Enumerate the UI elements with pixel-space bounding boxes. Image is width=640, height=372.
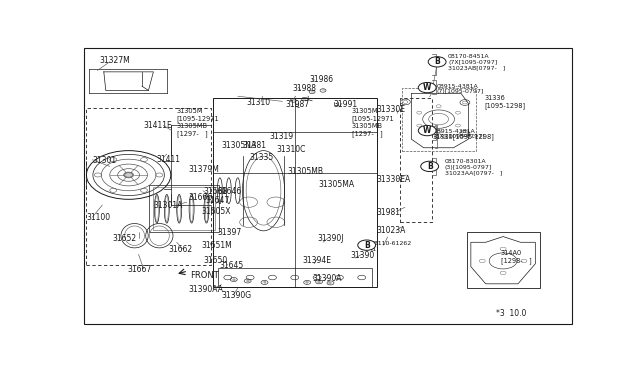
Text: 31305M
[1095-12971
31305MB
[1297-   ]: 31305M [1095-12971 31305MB [1297- ] — [177, 108, 220, 137]
Text: 31666: 31666 — [188, 193, 212, 202]
Text: 31647: 31647 — [205, 196, 229, 205]
Text: 31379M: 31379M — [188, 165, 219, 174]
Text: 31645: 31645 — [220, 261, 244, 270]
Text: 31987: 31987 — [286, 100, 310, 109]
Text: 31310C: 31310C — [276, 145, 305, 154]
Text: 31991: 31991 — [333, 100, 357, 109]
Text: *3  10.0: *3 10.0 — [495, 310, 526, 318]
Circle shape — [428, 57, 446, 67]
Bar — [400, 97, 432, 222]
Bar — [467, 232, 540, 288]
Text: 31986: 31986 — [309, 75, 333, 84]
Text: 31390: 31390 — [350, 251, 374, 260]
Text: 31646: 31646 — [218, 187, 242, 196]
Text: 31330EA: 31330EA — [376, 175, 411, 185]
Text: 31394E: 31394E — [302, 256, 332, 264]
Text: W: W — [423, 126, 431, 135]
Text: 314A0
[1298-   ]: 314A0 [1298- ] — [500, 250, 531, 264]
Circle shape — [420, 161, 438, 171]
Text: 31981: 31981 — [376, 208, 401, 217]
Text: 31667: 31667 — [127, 265, 152, 274]
Text: 31988: 31988 — [292, 84, 316, 93]
Text: 31650: 31650 — [203, 256, 227, 264]
Text: 31301A: 31301A — [154, 201, 183, 209]
Text: 31327M: 31327M — [100, 56, 131, 65]
Text: 31662: 31662 — [168, 245, 193, 254]
Bar — [150, 185, 219, 232]
Text: 31100: 31100 — [86, 214, 111, 222]
Text: 31411: 31411 — [157, 155, 181, 164]
Text: 31651M: 31651M — [202, 241, 232, 250]
Text: 31381: 31381 — [243, 141, 267, 150]
Text: 31330E: 31330E — [376, 105, 406, 113]
Text: 31652: 31652 — [112, 234, 136, 243]
Text: FRONT: FRONT — [190, 271, 219, 280]
Text: 31336
[1095-1298]: 31336 [1095-1298] — [484, 95, 525, 109]
Text: 31305MB: 31305MB — [287, 167, 323, 176]
Text: 31301: 31301 — [92, 156, 116, 165]
Text: B: B — [427, 162, 433, 171]
Text: 31668: 31668 — [203, 187, 227, 196]
Text: 31390J: 31390J — [317, 234, 344, 243]
Text: 31023A: 31023A — [376, 226, 406, 235]
Text: 31411E: 31411E — [143, 121, 172, 130]
Text: 08110-61262
(1): 08110-61262 (1) — [370, 241, 412, 252]
Text: B: B — [364, 241, 369, 250]
Bar — [218, 268, 372, 287]
Circle shape — [419, 125, 436, 136]
Text: 08170-8451A
(7X[1095-0797]
31023AB[0797-   ]: 08170-8451A (7X[1095-0797] 31023AB[0797-… — [448, 54, 506, 71]
Text: 31305MA: 31305MA — [318, 180, 354, 189]
Text: 31310: 31310 — [246, 98, 270, 107]
Circle shape — [125, 173, 132, 177]
Circle shape — [419, 83, 436, 93]
Text: 31397: 31397 — [218, 228, 242, 237]
Text: W: W — [423, 83, 431, 92]
Text: 31390AA: 31390AA — [188, 285, 223, 294]
Text: 31605X: 31605X — [202, 207, 231, 216]
Text: B: B — [435, 57, 440, 66]
Text: 08915-4381A
(7)[1095-0797]: 08915-4381A (7)[1095-0797] — [436, 84, 483, 94]
Bar — [154, 187, 215, 230]
Text: 31390G: 31390G — [221, 291, 252, 300]
Text: 08915-4381A
(3X)[1095-0797]: 08915-4381A (3X)[1095-0797] — [433, 129, 484, 140]
Text: 31305M
[1095-12971
31305MB
[1297-   ]: 31305M [1095-12971 31305MB [1297- ] — [352, 108, 394, 137]
Text: 31390A: 31390A — [312, 273, 342, 283]
Circle shape — [358, 240, 376, 250]
Bar — [213, 97, 376, 287]
Bar — [403, 87, 476, 151]
Text: 31330[1095-1298]: 31330[1095-1298] — [432, 134, 494, 140]
Text: 31319: 31319 — [269, 132, 294, 141]
Text: 31305NA: 31305NA — [221, 141, 257, 150]
Text: 31335: 31335 — [250, 153, 274, 162]
Text: 08170-8301A
(3)[1095-0797]
31023AA[0797-   ]: 08170-8301A (3)[1095-0797] 31023AA[0797-… — [445, 159, 502, 176]
